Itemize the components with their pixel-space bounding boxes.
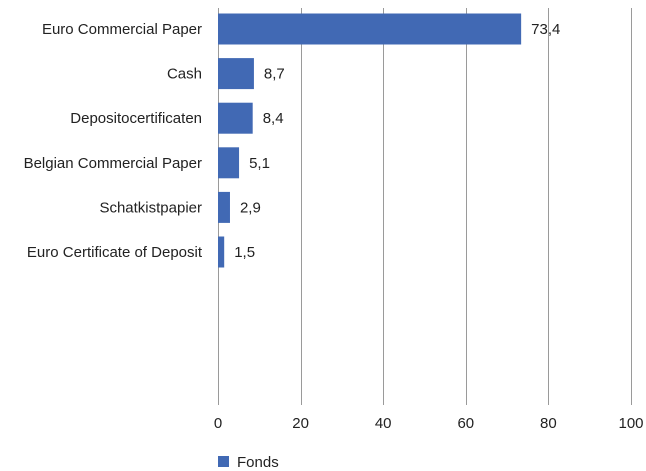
category-label-cash: Cash: [167, 66, 202, 83]
x-tick-label-20: 20: [292, 415, 309, 432]
data-label-euro-commercial-paper: 73,4: [531, 21, 560, 38]
data-label-euro-certificate-of-deposit: 1,5: [234, 244, 255, 261]
x-tick-label-40: 40: [375, 415, 392, 432]
data-labels: 73,4 8,7 8,4 5,1 2,9 1,5: [234, 21, 560, 261]
category-labels: Euro Commercial Paper Cash Depositocertifi…: [24, 21, 203, 261]
bar-schatkistpapier: [218, 191, 230, 223]
data-label-cash: 8,7: [264, 66, 285, 83]
gridlines: [218, 8, 632, 405]
category-label-schatkistpapier: Schatkistpapier: [99, 199, 202, 216]
bar-belgian-commercial-paper: [218, 147, 240, 179]
x-tick-label-60: 60: [457, 415, 474, 432]
data-label-belgian-commercial-paper: 5,1: [249, 155, 270, 172]
bar-depositocertificaten: [218, 102, 253, 134]
bar-euro-commercial-paper: [218, 13, 522, 45]
category-label-euro-certificate-of-deposit: Euro Certificate of Deposit: [27, 244, 203, 261]
data-label-schatkistpapier: 2,9: [240, 199, 261, 216]
category-label-euro-commercial-paper: Euro Commercial Paper: [42, 21, 202, 38]
x-tick-label-0: 0: [214, 415, 222, 432]
legend-swatch-fonds: [218, 456, 229, 467]
x-tick-label-100: 100: [618, 415, 643, 432]
legend: Fonds: [218, 454, 279, 471]
bars: [218, 13, 522, 268]
category-label-depositocertificaten: Depositocertificaten: [70, 110, 202, 127]
x-axis-ticks: 0 20 40 60 80 100: [214, 415, 644, 432]
legend-label-fonds: Fonds: [237, 454, 279, 471]
x-tick-label-80: 80: [540, 415, 557, 432]
bar-euro-certificate-of-deposit: [218, 236, 225, 268]
category-label-belgian-commercial-paper: Belgian Commercial Paper: [24, 155, 202, 172]
bar-cash: [218, 58, 254, 90]
data-label-depositocertificaten: 8,4: [263, 110, 284, 127]
